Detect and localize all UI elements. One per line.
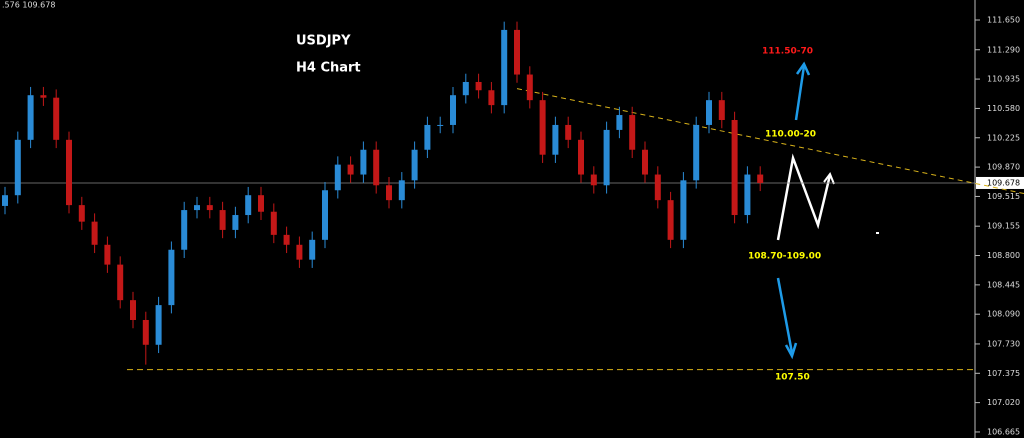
candle-body [731, 119, 738, 216]
y-tick-label: 110.580 [987, 104, 1020, 113]
candle-body [616, 115, 623, 130]
candle-body [642, 149, 648, 175]
y-tick-label: 108.445 [987, 280, 1020, 289]
candle-body [309, 239, 316, 260]
candle-body [168, 249, 175, 306]
candle-body [360, 149, 367, 175]
candle-body [296, 244, 303, 260]
y-tick-label: 108.800 [987, 251, 1020, 260]
header-text: .576 109.678 [2, 1, 55, 10]
candle-body [194, 205, 200, 211]
candle-body [322, 190, 328, 240]
arrows [776, 61, 811, 360]
chart-subtitle: H4 Chart [296, 61, 361, 76]
candle-body [78, 205, 85, 222]
candle-body [462, 81, 469, 96]
candle-body [117, 264, 124, 301]
candle-body [757, 174, 764, 183]
annotation: 110.00-20 [765, 130, 816, 140]
candle-body [629, 115, 636, 150]
candle-body [283, 234, 290, 245]
candle-body [91, 221, 98, 245]
candle-body [245, 195, 252, 216]
candle-body [578, 139, 584, 175]
projection-path [776, 153, 832, 241]
projection-arrow [823, 171, 835, 185]
candle-body [66, 139, 72, 206]
candle-body [552, 124, 559, 155]
y-tick-label: 110.225 [987, 133, 1020, 142]
y-tick-label: 111.290 [987, 45, 1020, 54]
dot [876, 232, 879, 234]
y-tick-label: 106.665 [987, 427, 1020, 436]
candle-body [155, 305, 162, 345]
candle-body [706, 100, 712, 125]
candle-body [424, 124, 431, 150]
annotation: 111.50-70 [762, 47, 813, 57]
candle-body [501, 29, 508, 106]
candle-body [53, 97, 60, 140]
candle-body [181, 210, 188, 250]
candle-body [411, 149, 418, 181]
candle-body [219, 210, 226, 230]
candle-body [667, 200, 674, 240]
candle-body [27, 95, 34, 140]
candle-body [270, 211, 277, 235]
y-tick-label: 111.650 [987, 15, 1020, 24]
current-price-label: 109.678 [987, 178, 1020, 187]
y-tick-label: 109.870 [987, 163, 1020, 172]
y-tick-label: 107.730 [987, 339, 1020, 348]
y-tick-label: 109.515 [987, 192, 1020, 201]
candle-body [526, 74, 533, 101]
y-tick-label: 107.375 [987, 369, 1020, 378]
candle-body [539, 100, 546, 155]
candle-body [680, 180, 687, 240]
candle-body [398, 180, 405, 201]
candle-body [386, 185, 392, 201]
candle-body [373, 149, 380, 186]
candle-body [475, 81, 482, 91]
annotation: 108.70-109.00 [748, 252, 821, 262]
candle-body [347, 164, 354, 175]
y-tick-label: 110.935 [987, 75, 1020, 84]
candle-body [142, 319, 149, 345]
candle-body [603, 129, 610, 186]
candle-body [14, 139, 21, 196]
candle-body [130, 300, 136, 320]
candle-body [744, 174, 751, 216]
candle-body [206, 205, 213, 211]
candle-body [104, 244, 111, 265]
candle-body [232, 215, 239, 230]
candle-body [437, 124, 444, 126]
candle-body [2, 195, 8, 206]
candle-body [334, 164, 341, 191]
annotation: 107.50 [775, 373, 810, 383]
candle-body [590, 174, 597, 186]
candle-body [40, 95, 47, 98]
candle-body [514, 29, 520, 75]
candle-body [654, 174, 661, 201]
candle-body [565, 124, 572, 140]
chart-title: USDJPY [296, 34, 351, 49]
y-tick-label: 108.090 [987, 310, 1020, 319]
candle-body [693, 124, 700, 181]
candle-body [488, 90, 495, 106]
candle-body [718, 100, 725, 120]
y-tick-label: 107.020 [987, 398, 1020, 407]
candle-body [450, 95, 456, 125]
y-tick-label: 109.155 [987, 222, 1020, 231]
candle-body [258, 195, 264, 212]
